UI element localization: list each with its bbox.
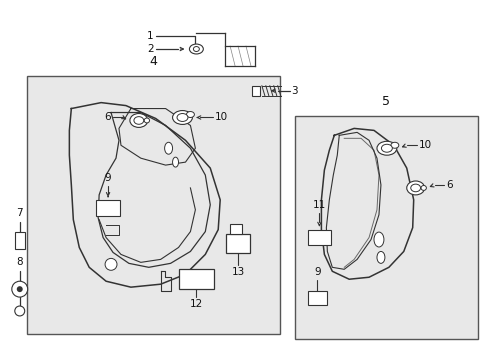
Ellipse shape	[377, 141, 397, 155]
Bar	[178, 269, 214, 289]
Bar	[252, 86, 260, 96]
Ellipse shape	[130, 113, 148, 127]
Text: 4: 4	[149, 55, 157, 68]
Text: 9: 9	[105, 173, 111, 183]
Ellipse shape	[172, 111, 193, 125]
Text: 1: 1	[147, 31, 154, 41]
Text: 2: 2	[147, 44, 154, 54]
Bar	[230, 224, 242, 234]
Text: 12: 12	[190, 299, 203, 309]
Ellipse shape	[172, 157, 178, 167]
Ellipse shape	[194, 46, 199, 51]
Text: 11: 11	[313, 200, 326, 210]
Bar	[26, 76, 280, 334]
Text: 8: 8	[17, 257, 23, 267]
Circle shape	[12, 281, 28, 297]
Circle shape	[15, 306, 24, 316]
Text: 10: 10	[215, 112, 228, 122]
Text: 11: 11	[193, 276, 206, 286]
Bar	[308, 291, 327, 305]
Text: 5: 5	[382, 95, 391, 108]
Text: 6: 6	[446, 180, 453, 190]
Ellipse shape	[134, 117, 144, 124]
Bar	[308, 230, 331, 246]
Ellipse shape	[144, 118, 149, 123]
Ellipse shape	[391, 142, 399, 148]
Bar	[226, 234, 250, 253]
Ellipse shape	[187, 112, 195, 117]
Ellipse shape	[421, 185, 426, 190]
Bar	[294, 116, 478, 339]
Ellipse shape	[377, 251, 385, 264]
Text: 9: 9	[314, 267, 321, 277]
Bar	[96, 200, 120, 216]
Text: 10: 10	[418, 140, 432, 150]
Text: 13: 13	[231, 267, 245, 277]
Bar	[15, 231, 24, 249]
Ellipse shape	[381, 144, 392, 152]
Ellipse shape	[411, 184, 420, 192]
Ellipse shape	[165, 142, 172, 154]
Ellipse shape	[407, 181, 425, 195]
Ellipse shape	[190, 44, 203, 54]
Circle shape	[17, 286, 23, 292]
Text: 3: 3	[292, 86, 298, 96]
Text: 6: 6	[104, 112, 111, 122]
Circle shape	[105, 258, 117, 270]
Ellipse shape	[177, 113, 188, 121]
Ellipse shape	[374, 232, 384, 247]
Text: 7: 7	[17, 208, 23, 218]
